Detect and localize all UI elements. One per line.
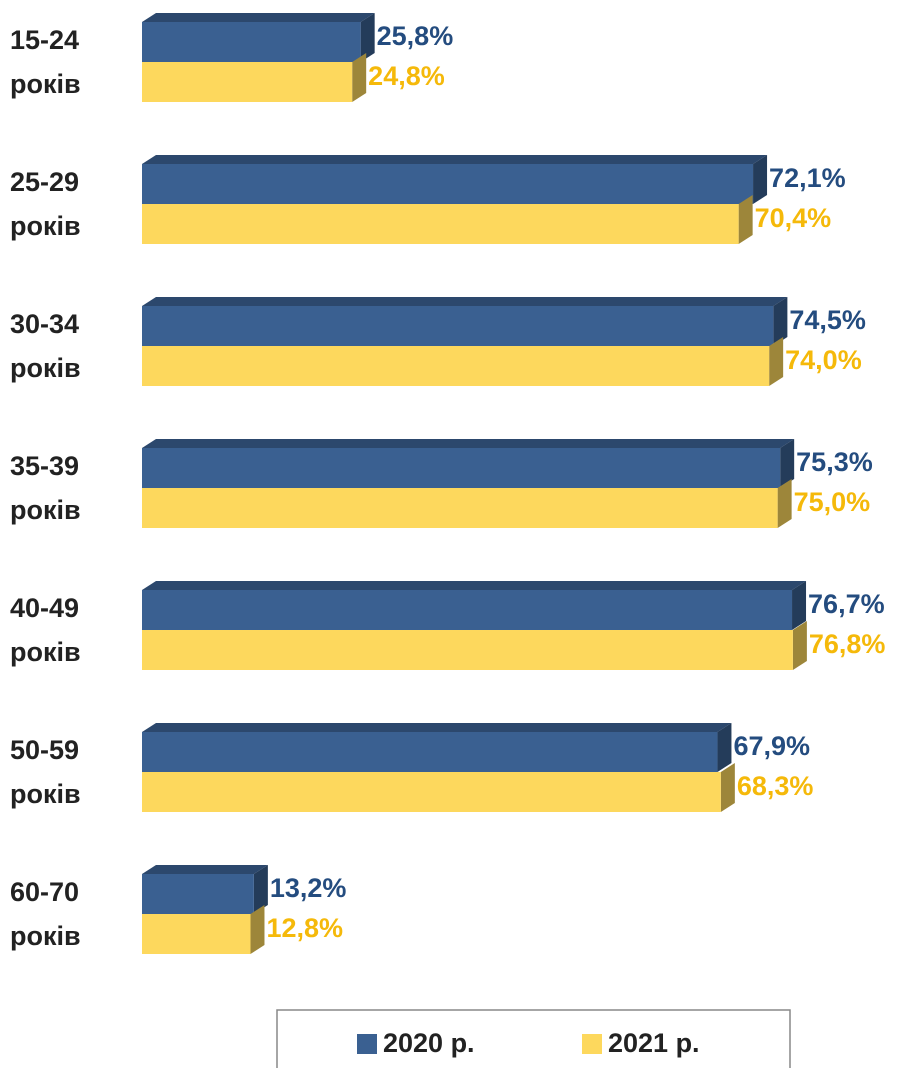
- category-label: 25-29 років: [10, 167, 81, 241]
- bar-side: [792, 621, 807, 670]
- bar-top: [142, 439, 795, 448]
- bar: [142, 874, 254, 914]
- category-label: 40-49 років: [10, 593, 81, 667]
- value-label: 67,9%: [733, 731, 810, 761]
- bar-top: [142, 723, 732, 732]
- category-label: 30-34 років: [10, 309, 81, 383]
- legend-label: 2020 р.: [383, 1028, 475, 1058]
- bar: [142, 732, 718, 772]
- category-label: 60-70 років: [10, 877, 81, 951]
- bar-side: [792, 581, 807, 630]
- bar: [142, 306, 774, 346]
- bar-side: [250, 905, 265, 954]
- bar-side: [780, 439, 795, 488]
- value-label: 76,8%: [809, 629, 886, 659]
- value-label: 24,8%: [368, 61, 445, 91]
- bar-side: [717, 723, 732, 772]
- legend-box: [276, 1009, 791, 1068]
- bar: [142, 22, 361, 62]
- value-label: 74,5%: [789, 305, 866, 335]
- bar-top: [142, 865, 268, 874]
- bar-top: [142, 13, 375, 22]
- bar: [142, 164, 754, 204]
- value-label: 68,3%: [737, 771, 814, 801]
- category-label: 15-24 років: [10, 25, 81, 99]
- category-label: 35-39 років: [10, 451, 81, 525]
- value-label: 13,2%: [270, 873, 347, 903]
- value-label: 75,3%: [796, 447, 873, 477]
- legend-swatch: [357, 1034, 377, 1054]
- bar: [142, 590, 793, 630]
- bar: [142, 772, 721, 812]
- bar-side: [352, 53, 367, 102]
- bar-side: [738, 195, 753, 244]
- bar: [142, 204, 739, 244]
- bar-side: [720, 763, 735, 812]
- bar-side: [769, 337, 784, 386]
- value-label: 25,8%: [377, 21, 454, 51]
- bar-side: [753, 155, 768, 204]
- bar: [142, 914, 251, 954]
- bar-top: [142, 155, 768, 164]
- value-label: 72,1%: [769, 163, 846, 193]
- legend-swatch: [582, 1034, 602, 1054]
- bar: [142, 488, 778, 528]
- value-label: 76,7%: [808, 589, 885, 619]
- value-label: 12,8%: [266, 913, 343, 943]
- bar-side: [777, 479, 792, 528]
- legend-label: 2021 р.: [608, 1028, 700, 1058]
- bar: [142, 62, 353, 102]
- bar-side: [253, 865, 268, 914]
- category-label: 50-59 років: [10, 735, 81, 809]
- bar-side: [360, 13, 375, 62]
- bar-top: [142, 297, 788, 306]
- bar-side: [773, 297, 788, 346]
- bar-top: [142, 581, 807, 590]
- bar: [142, 630, 793, 670]
- value-label: 74,0%: [785, 345, 862, 375]
- bar: [142, 346, 770, 386]
- value-label: 70,4%: [755, 203, 832, 233]
- bar: [142, 448, 781, 488]
- value-label: 75,0%: [794, 487, 871, 517]
